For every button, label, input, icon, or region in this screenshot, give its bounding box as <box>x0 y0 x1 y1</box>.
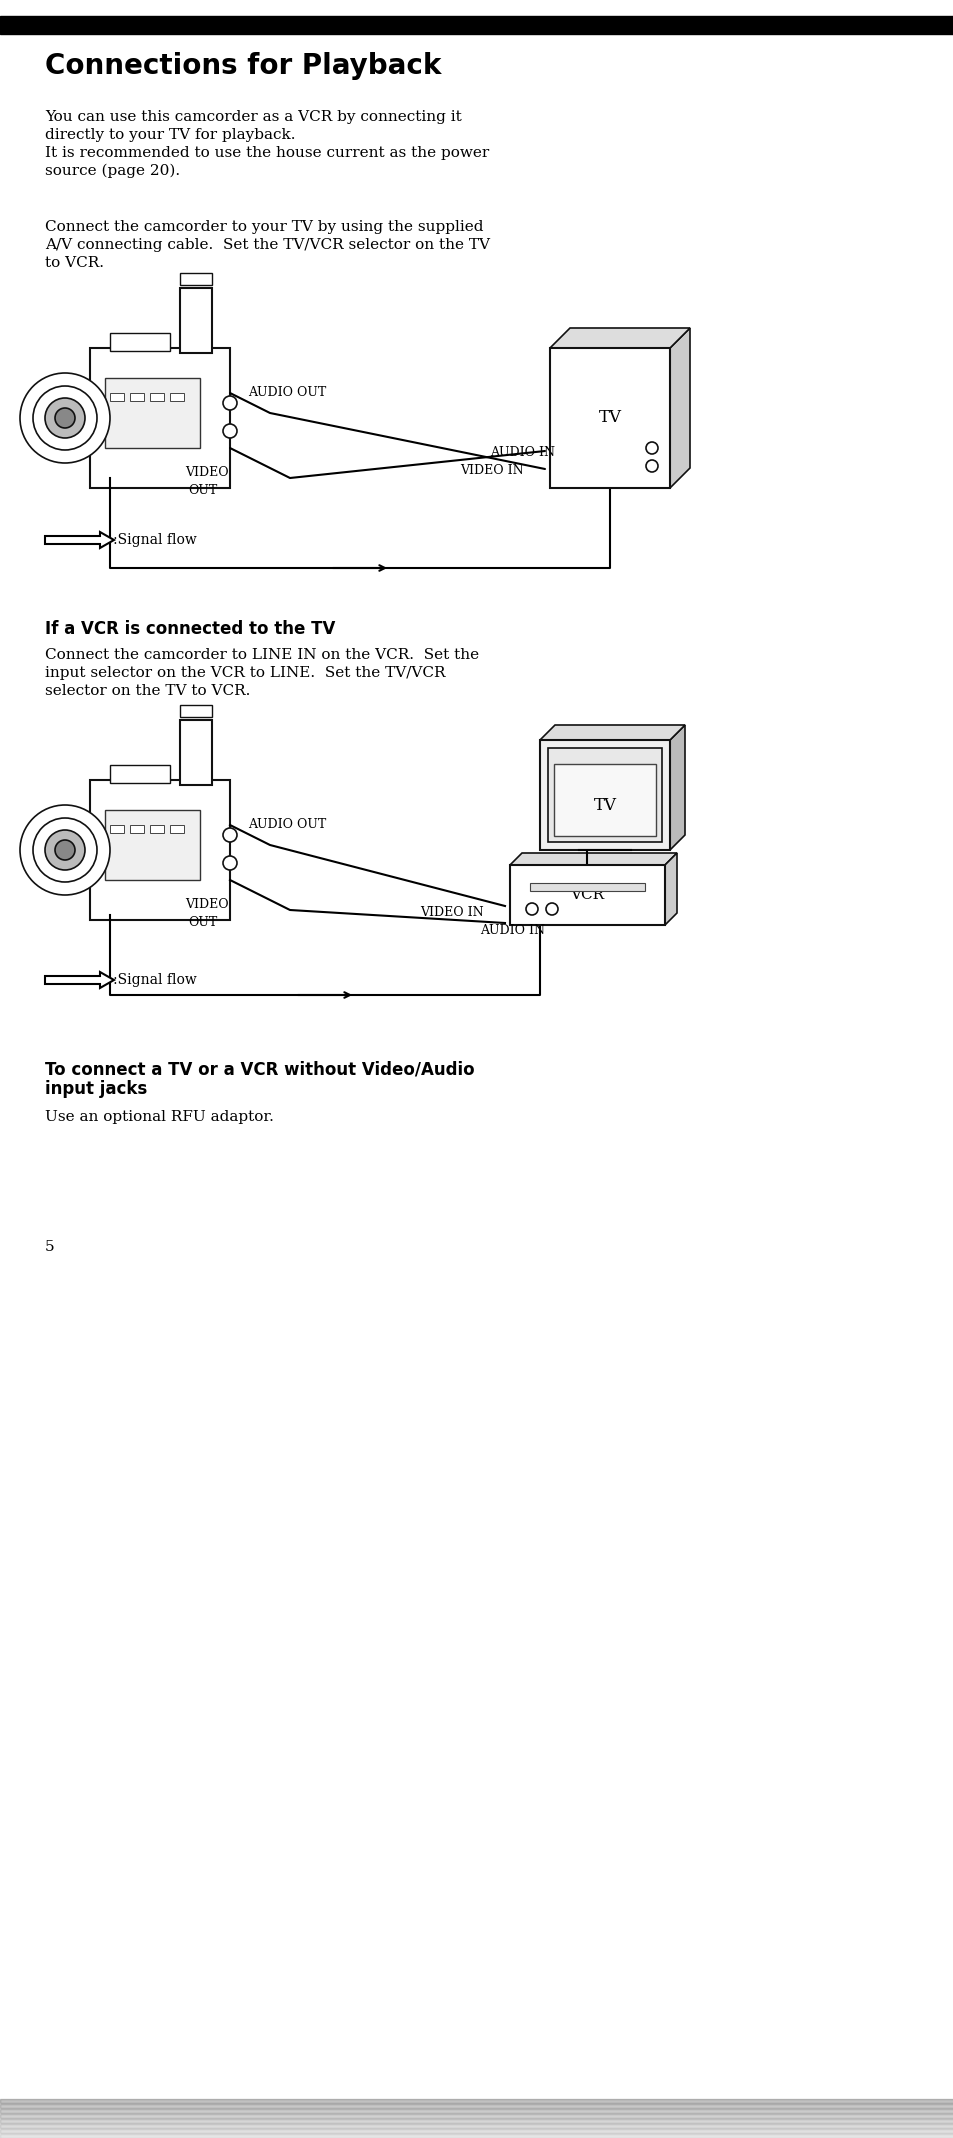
Circle shape <box>645 443 658 453</box>
Text: directly to your TV for playback.: directly to your TV for playback. <box>45 128 295 141</box>
Text: VIDEO: VIDEO <box>185 898 229 911</box>
Polygon shape <box>539 725 684 740</box>
Circle shape <box>45 830 85 870</box>
Text: AUDIO IN: AUDIO IN <box>479 924 544 936</box>
Bar <box>180 706 212 716</box>
Polygon shape <box>550 327 689 348</box>
Circle shape <box>223 423 236 438</box>
Bar <box>110 765 170 783</box>
Bar <box>0 2108 953 2112</box>
Bar <box>90 780 230 919</box>
Text: VIDEO: VIDEO <box>185 466 229 479</box>
Circle shape <box>525 902 537 915</box>
Circle shape <box>223 396 236 410</box>
Text: AUDIO OUT: AUDIO OUT <box>248 819 326 832</box>
Circle shape <box>223 827 236 842</box>
Bar <box>130 825 144 834</box>
Bar <box>110 393 124 402</box>
Bar <box>547 748 661 842</box>
Polygon shape <box>510 853 677 866</box>
Text: To connect a TV or a VCR without Video/Audio: To connect a TV or a VCR without Video/A… <box>45 1060 475 1078</box>
Text: Connect the camcorder to your TV by using the supplied: Connect the camcorder to your TV by usin… <box>45 220 483 233</box>
Text: OUT: OUT <box>188 915 217 928</box>
Bar <box>0 2114 953 2119</box>
Bar <box>110 825 124 834</box>
Bar <box>0 2129 953 2134</box>
Text: input selector on the VCR to LINE.  Set the TV/VCR: input selector on the VCR to LINE. Set t… <box>45 667 445 680</box>
Bar <box>170 393 184 402</box>
Polygon shape <box>669 327 689 487</box>
Text: TV: TV <box>593 797 616 812</box>
FancyArrow shape <box>45 532 113 547</box>
Circle shape <box>223 855 236 870</box>
Text: AUDIO IN: AUDIO IN <box>490 445 555 458</box>
FancyArrow shape <box>45 973 113 988</box>
Bar <box>105 378 200 449</box>
Bar <box>180 721 212 785</box>
Text: VIDEO IN: VIDEO IN <box>419 907 483 919</box>
Circle shape <box>55 840 75 859</box>
Text: VIDEO IN: VIDEO IN <box>459 464 523 477</box>
Text: :Signal flow: :Signal flow <box>112 973 196 988</box>
Circle shape <box>33 387 97 449</box>
Bar <box>530 883 644 892</box>
Text: OUT: OUT <box>188 483 217 496</box>
Text: AUDIO OUT: AUDIO OUT <box>248 387 326 400</box>
Bar <box>170 825 184 834</box>
Text: You can use this camcorder as a VCR by connecting it: You can use this camcorder as a VCR by c… <box>45 109 461 124</box>
Bar <box>0 2100 953 2104</box>
Circle shape <box>55 408 75 428</box>
Circle shape <box>20 372 110 464</box>
Text: Connections for Playback: Connections for Playback <box>45 51 441 79</box>
Text: A/V connecting cable.  Set the TV/VCR selector on the TV: A/V connecting cable. Set the TV/VCR sel… <box>45 237 490 252</box>
Bar <box>110 334 170 351</box>
Polygon shape <box>664 853 677 926</box>
Polygon shape <box>669 725 684 851</box>
Circle shape <box>645 460 658 472</box>
Text: TV: TV <box>598 410 620 425</box>
Bar <box>180 274 212 284</box>
Bar <box>0 2104 953 2108</box>
Bar <box>539 740 669 851</box>
Bar <box>550 348 669 487</box>
Text: input jacks: input jacks <box>45 1080 147 1099</box>
Text: VCR: VCR <box>570 887 604 902</box>
Circle shape <box>45 398 85 438</box>
Bar <box>0 2134 953 2138</box>
Text: selector on the TV to VCR.: selector on the TV to VCR. <box>45 684 250 697</box>
Circle shape <box>545 902 558 915</box>
Bar <box>510 866 664 926</box>
Circle shape <box>20 806 110 896</box>
Text: If a VCR is connected to the TV: If a VCR is connected to the TV <box>45 620 335 637</box>
Text: Connect the camcorder to LINE IN on the VCR.  Set the: Connect the camcorder to LINE IN on the … <box>45 648 478 663</box>
Bar <box>0 15 953 34</box>
Bar <box>105 810 200 881</box>
Text: :Signal flow: :Signal flow <box>112 532 196 547</box>
Circle shape <box>33 819 97 883</box>
Text: to VCR.: to VCR. <box>45 257 104 269</box>
Text: Use an optional RFU adaptor.: Use an optional RFU adaptor. <box>45 1110 274 1125</box>
Text: source (page 20).: source (page 20). <box>45 165 180 177</box>
Text: It is recommended to use the house current as the power: It is recommended to use the house curre… <box>45 145 489 160</box>
Bar <box>180 289 212 353</box>
Text: 5: 5 <box>45 1240 54 1255</box>
Bar <box>90 348 230 487</box>
Bar <box>554 763 656 836</box>
Bar <box>0 2123 953 2127</box>
Bar <box>150 825 164 834</box>
Bar <box>150 393 164 402</box>
Bar <box>0 2119 953 2123</box>
Bar <box>130 393 144 402</box>
